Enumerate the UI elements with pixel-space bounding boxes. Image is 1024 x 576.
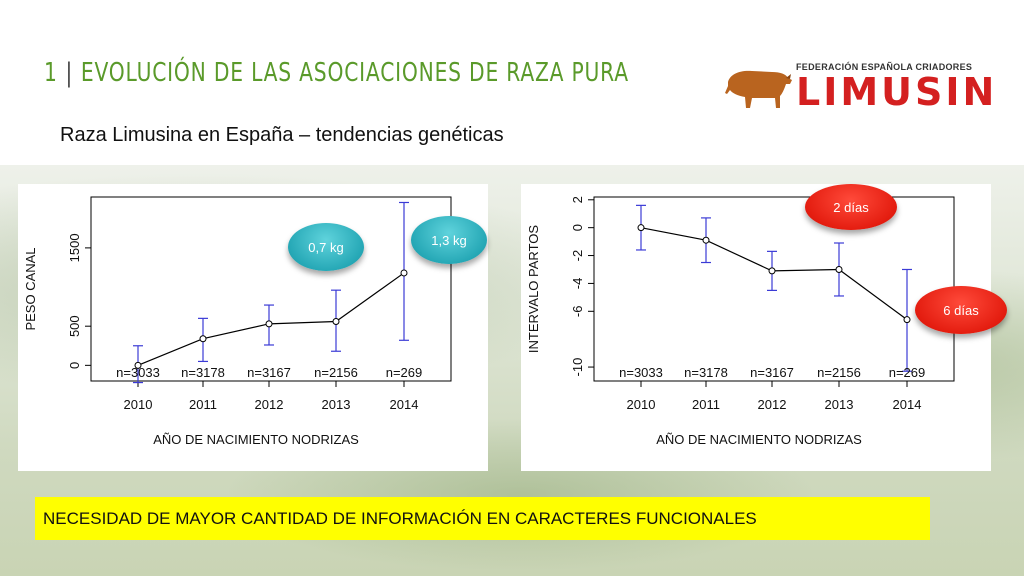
x-tick-label: 2012	[758, 397, 787, 412]
chart-intervalo-partos: 2 0 -2 -4 -6 -10 INTERVALO PARTOS 2010 2011 2012 2…	[526, 196, 955, 447]
x-tick-label: 2013	[825, 397, 854, 412]
data-point	[400, 269, 408, 277]
y-tick-label: -4	[570, 278, 585, 290]
x-tick-label: 2014	[390, 397, 419, 412]
logo-big-text: LIMUSIN	[796, 70, 998, 114]
plot-frame	[90, 196, 452, 382]
y-tick-label: 0	[67, 362, 82, 369]
n-label: n=3178	[181, 365, 225, 380]
y-tick-label: -2	[570, 250, 585, 262]
slide-subtitle: Raza Limusina en España – tendencias gen…	[60, 124, 504, 146]
plot-frame	[593, 196, 955, 382]
logo-small-text: FEDERACIÓN ESPAÑOLA CRIADORES	[796, 62, 973, 72]
n-label: n=269	[386, 365, 423, 380]
callout-2-dias: 2 días	[805, 184, 897, 230]
n-label: n=2156	[314, 365, 358, 380]
bull-icon	[725, 70, 792, 108]
y-axis-label: INTERVALO PARTOS	[526, 225, 541, 353]
data-point	[903, 316, 911, 324]
callout-6-dias: 6 días	[915, 286, 1007, 334]
y-tick-label: -6	[570, 306, 585, 318]
x-axis-label: AÑO DE NACIMIENTO NODRIZAS	[153, 432, 359, 447]
chart-peso-canal-panel: 0 500 1500 PESO CANAL 2010 2011 2012 2013 2014 AÑ…	[18, 184, 488, 471]
y-tick-label: 1500	[67, 233, 82, 262]
n-label: n=269	[889, 365, 926, 380]
series-line	[137, 272, 405, 366]
callout-13-kg: 1,3 kg	[411, 216, 487, 264]
data-point	[637, 224, 645, 232]
n-label: n=3033	[619, 365, 663, 380]
y-tick-label: 500	[67, 315, 82, 337]
x-tick-label: 2014	[893, 397, 922, 412]
callout-07-kg: 0,7 kg	[288, 223, 364, 271]
n-label: n=3167	[750, 365, 794, 380]
page-title: 1 | EVOLUCIÓN DE LAS ASOCIACIONES DE RAZA …	[44, 58, 629, 88]
x-tick-label: 2012	[255, 397, 284, 412]
n-label: n=2156	[817, 365, 861, 380]
y-tick-label: 0	[570, 224, 585, 231]
x-tick-label: 2010	[124, 397, 153, 412]
title-separator: |	[65, 58, 74, 88]
y-tick-label: 2	[570, 196, 585, 203]
n-label: n=3033	[116, 365, 160, 380]
slide-number: 1	[44, 58, 58, 88]
x-tick-label: 2013	[322, 397, 351, 412]
data-point	[134, 361, 142, 369]
n-label: n=3167	[247, 365, 291, 380]
data-point	[199, 335, 207, 343]
data-point	[332, 317, 340, 325]
y-axis-label: PESO CANAL	[23, 247, 38, 330]
chart-intervalo-partos-panel: 2 0 -2 -4 -6 -10 INTERVALO PARTOS 2010 2011 2012 2…	[521, 184, 991, 471]
data-point	[835, 265, 843, 273]
chart-peso-canal: 0 500 1500 PESO CANAL 2010 2011 2012 2013 2014 AÑ…	[23, 196, 452, 447]
y-tick-label: -10	[570, 358, 585, 377]
x-tick-label: 2011	[692, 397, 720, 412]
x-tick-label: 2011	[189, 397, 217, 412]
data-point	[265, 320, 273, 328]
n-label: n=3178	[684, 365, 728, 380]
x-tick-label: 2010	[627, 397, 656, 412]
data-point	[768, 267, 776, 275]
data-point	[702, 236, 710, 244]
info-banner: NECESIDAD DE MAYOR CANTIDAD DE INFORMACI…	[35, 497, 930, 540]
limusin-logo: FEDERACIÓN ESPAÑOLA CRIADORES LIMUSIN	[722, 60, 994, 114]
title-text: EVOLUCIÓN DE LAS ASOCIACIONES DE RAZA PU…	[80, 58, 629, 88]
x-axis-label: AÑO DE NACIMIENTO NODRIZAS	[656, 432, 862, 447]
